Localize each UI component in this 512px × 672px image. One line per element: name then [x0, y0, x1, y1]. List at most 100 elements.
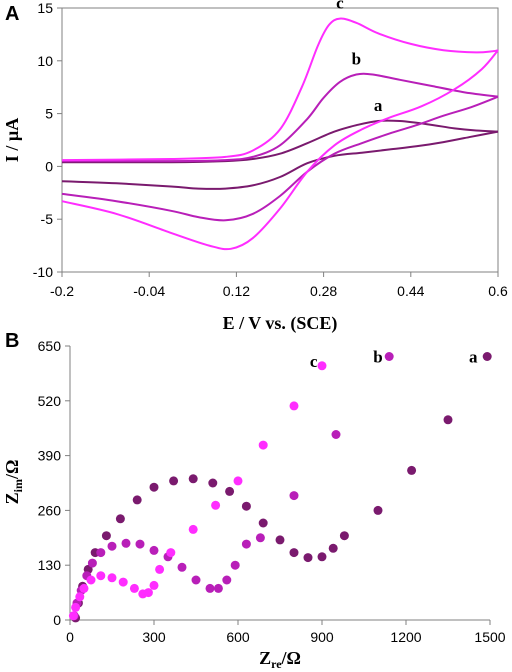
panel-b-x-tick-label: 0 [66, 629, 74, 645]
nyquist-point-a [225, 486, 235, 496]
panel-a-frame [61, 7, 499, 273]
nyquist-point-c [118, 577, 128, 587]
nyquist-point-b [289, 491, 299, 501]
nyquist-point-a [482, 352, 492, 361]
panel-a-y-label: I / µA [2, 118, 22, 162]
cv-label-b: b [352, 50, 361, 69]
panel-a-label: A [5, 3, 19, 25]
cv-curve-a-reverse [61, 130, 499, 190]
panel-a-y-tick-label: -5 [41, 211, 54, 227]
cv-label-c: c [336, 0, 344, 13]
cv-curve-a-forward [61, 119, 499, 164]
panel-a-x-tick-label: 0.6 [488, 283, 508, 299]
nyquist-point-b [205, 583, 215, 593]
nyquist-point-b [213, 583, 223, 593]
panel-a: A -10 -5 0 5 10 15 -0.2 -0.04 0.12 0.28 0.44 0.6 E… [2, 0, 508, 334]
panel-a-y-tick-label: 10 [37, 53, 53, 69]
panel-a-x-ticks: -0.2 -0.04 0.12 0.28 0.44 0.6 [50, 272, 508, 299]
nyquist-point-c [211, 500, 221, 510]
cv-label-a: a [374, 96, 383, 115]
cv-curve-c-forward [61, 17, 499, 162]
nyquist-label-a: a [469, 348, 478, 367]
panel-a-x-label: E / V vs. (SCE) [223, 313, 338, 334]
nyquist-point-a [317, 552, 327, 562]
nyquist-point-c [155, 564, 165, 574]
nyquist-point-b [222, 575, 232, 585]
nyquist-point-a [328, 543, 338, 553]
nyquist-point-a [149, 482, 159, 492]
nyquist-point-b [255, 533, 265, 543]
panel-a-x-tick-label: 0.12 [223, 283, 250, 299]
nyquist-point-b [87, 558, 97, 568]
panel-b-x-tick-label: 1200 [390, 629, 421, 645]
panel-b-x-tick-label: 300 [142, 629, 166, 645]
nyquist-point-a [289, 548, 299, 558]
nyquist-point-b [384, 352, 394, 361]
panel-b-y-tick-label: 650 [38, 338, 62, 354]
nyquist-point-a [208, 478, 218, 488]
nyquist-point-c [129, 583, 139, 593]
nyquist-point-b [149, 545, 159, 555]
nyquist-point-c [107, 573, 117, 583]
panel-b-label: B [5, 330, 19, 352]
nyquist-point-b [177, 562, 187, 572]
panel-b-y-tick-label: 0 [53, 612, 61, 628]
panel-a-x-tick-label: -0.04 [133, 283, 165, 299]
nyquist-point-b [96, 548, 106, 558]
panel-a-y-tick-label: 15 [37, 0, 53, 16]
nyquist-point-b [241, 539, 251, 549]
nyquist-point-c [79, 583, 89, 593]
panel-b-x-ticks: 0 300 600 900 1200 1500 [66, 620, 506, 645]
nyquist-point-c [68, 611, 78, 621]
panel-b-series [68, 352, 492, 623]
panel-b-x-label: Zre/Ω [259, 648, 301, 671]
nyquist-point-a [443, 415, 453, 425]
panel-a-y-tick-label: 0 [45, 158, 53, 174]
nyquist-point-a [169, 476, 179, 486]
panel-a-series [61, 17, 499, 251]
nyquist-point-b [135, 539, 145, 549]
nyquist-point-c [71, 602, 81, 612]
nyquist-point-a [339, 531, 349, 541]
nyquist-point-a [373, 505, 383, 515]
nyquist-point-a [241, 501, 251, 511]
nyquist-label-c: c [310, 352, 318, 371]
nyquist-point-c [75, 592, 85, 602]
panel-a-y-tick-label: -10 [33, 264, 53, 280]
nyquist-point-c [233, 476, 243, 486]
cv-curve-b-forward [61, 72, 499, 163]
cv-curve-c-reverse [61, 49, 499, 251]
nyquist-point-b [230, 560, 240, 570]
panel-a-y-tick-label: 5 [45, 106, 53, 122]
nyquist-point-a [101, 531, 111, 541]
nyquist-point-b [191, 575, 201, 585]
panel-b-x-tick-label: 900 [310, 629, 334, 645]
nyquist-point-c [188, 524, 198, 534]
nyquist-point-c [289, 401, 299, 411]
nyquist-point-c [143, 588, 153, 598]
nyquist-point-b [107, 541, 117, 551]
nyquist-point-c [149, 580, 159, 590]
nyquist-point-b [121, 538, 131, 548]
panel-b-x-tick-label: 1500 [474, 629, 505, 645]
panel-a-x-tick-label: -0.2 [50, 283, 74, 299]
nyquist-label-b: b [373, 348, 382, 367]
panel-a-x-tick-label: 0.44 [397, 283, 424, 299]
nyquist-point-c [166, 548, 176, 558]
panel-a-x-tick-label: 0.28 [310, 283, 337, 299]
nyquist-point-a [115, 514, 125, 524]
nyquist-point-c [86, 575, 96, 585]
nyquist-point-a [303, 553, 313, 563]
nyquist-point-c [317, 361, 327, 371]
panel-a-y-ticks: -10 -5 0 5 10 15 [33, 0, 62, 280]
nyquist-point-a [258, 518, 268, 528]
panel-b-x-tick-label: 600 [226, 629, 250, 645]
panel-b-y-label: Zim/Ω [2, 460, 25, 505]
panel-b-y-tick-label: 130 [38, 557, 62, 573]
panel-b-y-tick-label: 390 [38, 448, 62, 464]
panel-b-y-ticks: 0 130 260 390 520 650 [38, 338, 70, 628]
panel-b-y-tick-label: 520 [38, 393, 62, 409]
nyquist-point-b [331, 430, 341, 439]
